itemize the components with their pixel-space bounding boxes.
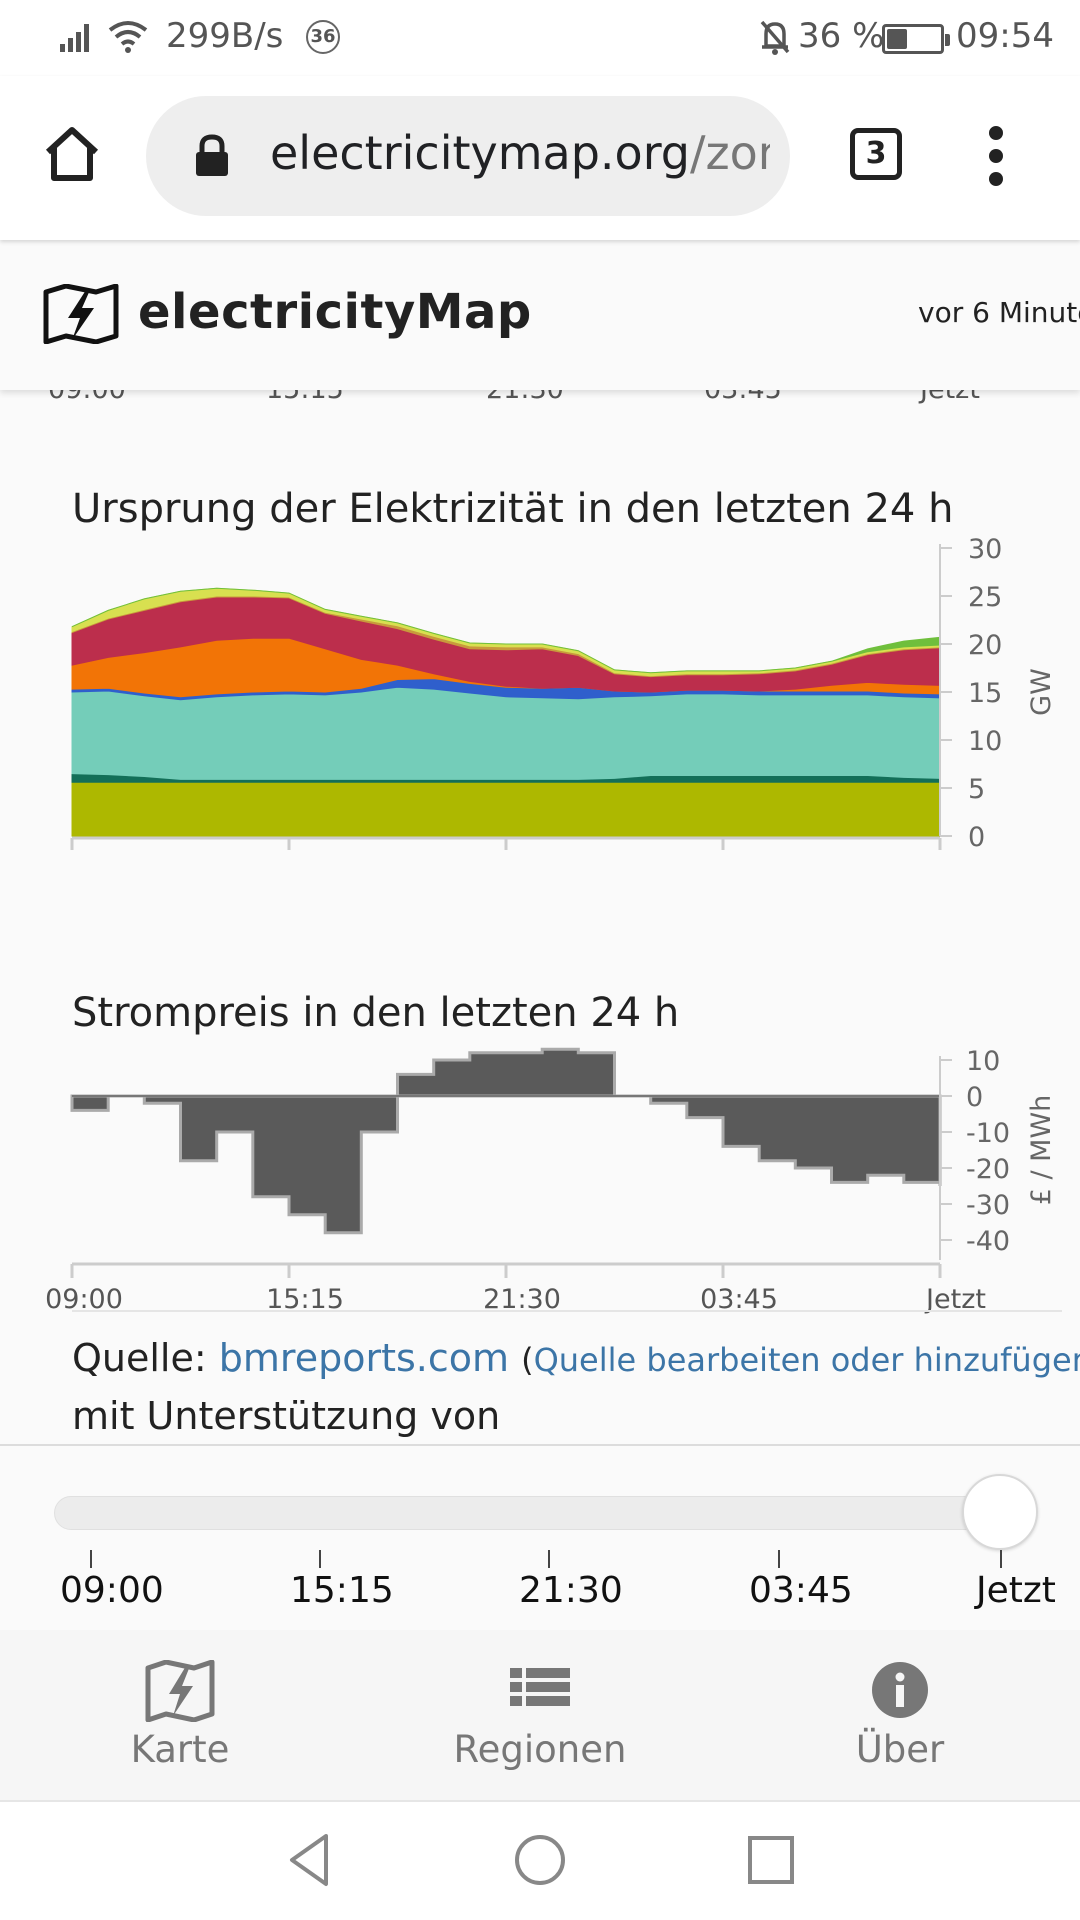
source-label: Quelle: xyxy=(72,1336,207,1380)
slider-tick xyxy=(778,1550,780,1568)
y-tick-label: -40 xyxy=(966,1226,1010,1257)
slider-label: 03:45 xyxy=(749,1570,853,1611)
slider-label: 21:30 xyxy=(519,1570,623,1611)
clock: 09:54 xyxy=(956,16,1054,56)
divider xyxy=(72,1310,1062,1312)
y-tick-label: 5 xyxy=(968,774,985,805)
slider-tick xyxy=(90,1550,92,1568)
x-tick-label: Jetzt xyxy=(924,1284,986,1315)
y-tick-label: 0 xyxy=(966,1082,983,1113)
url-path: /zone xyxy=(690,126,770,180)
nav-map[interactable]: Karte xyxy=(0,1630,360,1800)
source-line: Quelle: bmreports.com (Quelle bearbeiten… xyxy=(72,1336,1080,1380)
status-bar: 299B/s 36 36 % 09:54 xyxy=(0,0,1080,76)
y-tick-label: 20 xyxy=(968,630,1002,661)
tick-label: 21:30 xyxy=(486,390,564,405)
signal-icon xyxy=(60,24,89,52)
info-icon xyxy=(872,1662,928,1718)
network-speed: 299B/s xyxy=(166,16,284,56)
nav-map-label: Karte xyxy=(130,1728,230,1771)
slider-label: Jetzt xyxy=(976,1570,1056,1611)
y-tick-label: -10 xyxy=(966,1118,1010,1149)
url-text: electricitymap.org/zone xyxy=(270,126,770,180)
slider-tick xyxy=(1000,1550,1002,1568)
home-circle-icon[interactable] xyxy=(508,1828,572,1892)
source-link[interactable]: bmreports.com xyxy=(218,1336,509,1380)
y-tick-label: 10 xyxy=(968,726,1002,757)
zone-details-panel: 09:00 15:15 21:30 03:45 Jetzt Ursprung d… xyxy=(0,390,1080,1444)
overflow-menu-icon[interactable] xyxy=(984,126,1008,186)
y-tick-label: -20 xyxy=(966,1154,1010,1185)
last-updated: vor 6 Minuten xyxy=(918,296,1080,329)
battery-level xyxy=(887,29,907,49)
slider-thumb[interactable] xyxy=(962,1474,1038,1550)
list-icon xyxy=(510,1668,570,1706)
time-slider[interactable]: 09:00 15:15 21:30 03:45 Jetzt xyxy=(0,1444,1080,1630)
slider-tick xyxy=(319,1550,321,1568)
address-bar[interactable]: electricitymap.org/zone xyxy=(146,96,790,216)
battery-percent: 36 % xyxy=(798,16,885,56)
volte-badge: 36 xyxy=(306,20,340,54)
origin-chart-title: Ursprung der Elektrizität in den letzten… xyxy=(72,486,954,532)
edit-source-link[interactable]: Quelle bearbeiten oder hinzufügen xyxy=(533,1341,1080,1379)
nav-regions-label: Regionen xyxy=(453,1728,627,1771)
browser-toolbar: electricitymap.org/zone 3 xyxy=(0,76,1080,240)
tick-label: 15:15 xyxy=(266,390,344,405)
electricitymap-logo-icon[interactable] xyxy=(42,284,120,344)
tick-label: 03:45 xyxy=(704,390,782,405)
nav-about-label: Über xyxy=(855,1728,945,1771)
app-name[interactable]: electricityMap xyxy=(138,284,532,340)
system-navigation-bar xyxy=(0,1800,1080,1920)
price-area xyxy=(70,1047,942,1235)
price-chart-title: Strompreis in den letzten 24 h xyxy=(72,990,680,1036)
bottom-navigation: Karte Regionen Über xyxy=(0,1630,1080,1800)
price-chart[interactable]: 10 0 -10 -20 -30 -40 £ / MWh 09:00 15:15 21:30 03:… xyxy=(0,1040,1080,1320)
y-tick-label: 15 xyxy=(968,678,1002,709)
y-tick-label: 10 xyxy=(966,1046,1000,1077)
nav-regions[interactable]: Regionen xyxy=(360,1630,720,1800)
support-text: mit Unterstützung von xyxy=(72,1394,501,1438)
previous-chart-axis: 09:00 15:15 21:30 03:45 Jetzt xyxy=(0,390,1080,410)
bell-muted-icon xyxy=(760,20,790,55)
area-series-0 xyxy=(71,781,941,837)
map-bolt-icon xyxy=(145,1660,215,1722)
y-tick-label: 30 xyxy=(968,534,1002,565)
lock-icon xyxy=(196,134,228,176)
y-axis-unit: £ / MWh xyxy=(1026,1095,1057,1206)
y-axis-unit: GW xyxy=(1026,668,1057,716)
tick-label: 09:00 xyxy=(48,390,126,405)
slider-tick xyxy=(548,1550,550,1568)
x-tick-label: 09:00 xyxy=(45,1284,123,1315)
slider-label: 09:00 xyxy=(60,1570,164,1611)
slider-label: 15:15 xyxy=(290,1570,394,1611)
recents-icon[interactable] xyxy=(738,1828,802,1892)
x-tick-label: 03:45 xyxy=(700,1284,778,1315)
url-host: electricitymap.org xyxy=(270,126,690,180)
nav-about[interactable]: Über xyxy=(720,1630,1080,1800)
y-tick-label: 25 xyxy=(968,582,1002,613)
battery-icon xyxy=(882,24,950,54)
x-tick-label: 15:15 xyxy=(266,1284,344,1315)
x-tick-label: 21:30 xyxy=(483,1284,561,1315)
slider-track[interactable] xyxy=(54,1496,1014,1530)
home-icon[interactable] xyxy=(40,122,104,186)
y-tick-label: 0 xyxy=(968,822,985,850)
back-icon[interactable] xyxy=(278,1828,342,1892)
app-header: electricityMap vor 6 Minuten xyxy=(0,240,1080,390)
y-tick-label: -30 xyxy=(966,1190,1010,1221)
area-series-2 xyxy=(71,686,941,780)
tab-switcher-button[interactable]: 3 xyxy=(850,128,902,180)
tick-label: Jetzt xyxy=(920,390,980,405)
wifi-icon xyxy=(108,21,148,53)
